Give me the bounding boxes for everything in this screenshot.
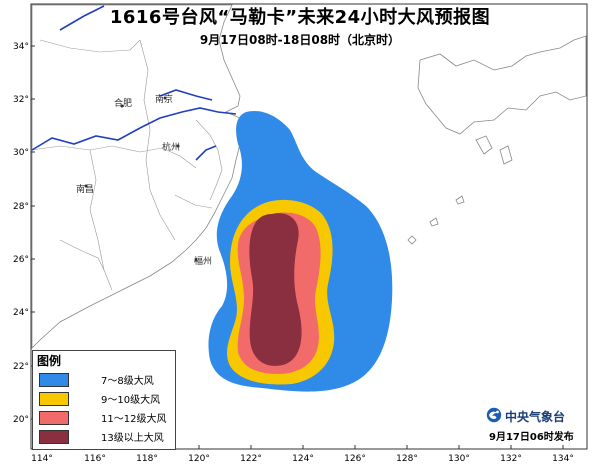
lon-label: 114°: [31, 454, 53, 464]
mainland-land: [31, 4, 247, 349]
lat-label: 22°: [13, 362, 29, 372]
lon-label: 116°: [84, 454, 106, 464]
city-nanchang: 南昌: [76, 183, 94, 195]
city-label: 南昌: [76, 183, 94, 195]
lat-label: 34°: [13, 42, 29, 52]
legend-label: 13级以上大风: [101, 433, 164, 444]
city-label: 福州: [194, 255, 212, 267]
legend-item: 13级以上大风: [39, 428, 173, 445]
legend-title: 图例: [37, 354, 62, 368]
city-hefei: 合肥: [114, 97, 132, 109]
lon-label: 132°: [500, 454, 522, 464]
map-title: 1616号台风“马勒卡”未来24小时大风预报图: [109, 7, 491, 28]
legend-swatch: [39, 411, 69, 425]
lat-label: 24°: [13, 308, 29, 318]
legend-label: 9～10级大风: [101, 395, 161, 406]
city-label: 南京: [155, 93, 173, 105]
city-markers: 南京 合肥 杭州 南昌 福州: [76, 93, 212, 267]
map-border: [30, 3, 588, 450]
issue-time: 9月17日06时发布: [489, 432, 574, 443]
legend-item: 11～12级大风: [39, 409, 173, 426]
lon-label: 126°: [344, 454, 366, 464]
legend: 图例 7～8级大风 9～10级大风 11～12级大风 13级以上大风: [32, 350, 176, 450]
lat-label: 26°: [13, 255, 29, 265]
lat-label: 30°: [13, 148, 29, 158]
province-boundaries: [31, 39, 223, 291]
legend-swatch: [39, 430, 69, 444]
city-nanjing: 南京: [155, 93, 173, 105]
lon-label: 122°: [240, 454, 262, 464]
river-lines: [31, 5, 237, 161]
lon-label: 120°: [188, 454, 210, 464]
lon-label: 134°: [552, 454, 574, 464]
city-fuzhou: 福州: [194, 255, 212, 267]
legend-item: 7～8级大风: [39, 371, 173, 388]
city-label: 合肥: [114, 97, 132, 109]
legend-item: 9～10级大风: [39, 390, 173, 407]
lon-label: 130°: [448, 454, 470, 464]
legend-label: 11～12级大风: [101, 414, 167, 425]
map-subtitle: 9月17日08时-18日08时（北京时）: [199, 33, 401, 47]
zone-13-plus: [249, 213, 302, 366]
lon-label: 118°: [136, 454, 158, 464]
lat-label: 32°: [13, 95, 29, 105]
cma-logo-icon: [486, 407, 502, 423]
city-hangzhou: 杭州: [162, 141, 180, 153]
lon-label: 124°: [292, 454, 314, 464]
lat-label: 20°: [13, 415, 29, 425]
issuer-name: 中央气象台: [505, 410, 566, 424]
legend-swatch: [39, 392, 69, 406]
lat-label: 28°: [13, 202, 29, 212]
city-label: 杭州: [162, 141, 180, 153]
japan-islands: [417, 35, 587, 165]
legend-label: 7～8级大风: [101, 376, 154, 387]
legend-swatch: [39, 373, 69, 387]
lon-label: 128°: [396, 454, 418, 464]
issuer: 中央气象台: [486, 406, 586, 426]
